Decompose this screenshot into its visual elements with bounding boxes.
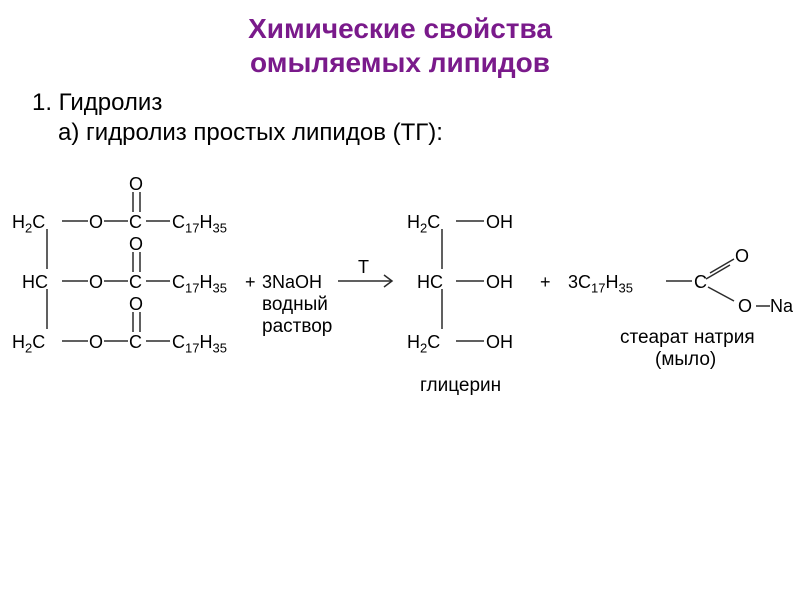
title-line-2: омыляемых липидов: [0, 46, 800, 80]
reaction-diagram: H2C O C O C17H35 HC O C O C17H35 H2C O C…: [0, 177, 800, 497]
tg-r2-c: C: [129, 272, 142, 293]
stearate-o: O: [735, 246, 749, 267]
stearate-ona: O: [738, 296, 752, 317]
tg-r2-o: O: [89, 272, 103, 293]
plus-1: +: [245, 272, 256, 293]
gly-r3-oh: OH: [486, 332, 513, 353]
tg-r3-o: O: [89, 332, 103, 353]
tg-r3-h2c: H2C: [12, 332, 45, 356]
tg-r1-tail: C17H35: [172, 212, 227, 236]
gly-r1: H2C: [407, 212, 440, 236]
tg-r2-hc: HC: [22, 272, 48, 293]
stearate-label-1: стеарат натрия: [620, 327, 755, 349]
arrow-label: T: [358, 257, 369, 278]
subtitle-simple-lipids: а) гидролиз простых липидов (ТГ):: [0, 117, 800, 147]
gly-r2-oh: OH: [486, 272, 513, 293]
stearate-c: C: [694, 272, 707, 293]
gly-r3: H2C: [407, 332, 440, 356]
tg-r2-tail: C17H35: [172, 272, 227, 296]
stearate-label-2: (мыло): [655, 349, 716, 371]
naoh-label-2: раствор: [262, 316, 332, 338]
tg-r1-o: O: [89, 212, 103, 233]
title-line-1: Химические свойства: [0, 12, 800, 46]
tg-r2-odbl: O: [129, 234, 143, 255]
plus-2: +: [540, 272, 551, 293]
gly-r1-oh: OH: [486, 212, 513, 233]
tg-r3-odbl: O: [129, 294, 143, 315]
gly-r2: HC: [417, 272, 443, 293]
tg-r3-tail: C17H35: [172, 332, 227, 356]
stearate-na: Na: [770, 296, 793, 317]
naoh-label-1: водный: [262, 294, 328, 316]
slide-title: Химические свойства омыляемых липидов: [0, 0, 800, 79]
tg-r1-h2c: H2C: [12, 212, 45, 236]
tg-r1-c: C: [129, 212, 142, 233]
glycerol-label: глицерин: [420, 375, 501, 397]
subtitle-hydrolysis: 1. Гидролиз: [0, 79, 800, 117]
naoh: 3NaOH: [262, 272, 322, 293]
stearate-formula: 3C17H35: [568, 272, 633, 296]
tg-r3-c: C: [129, 332, 142, 353]
tg-r1-odbl: O: [129, 174, 143, 195]
